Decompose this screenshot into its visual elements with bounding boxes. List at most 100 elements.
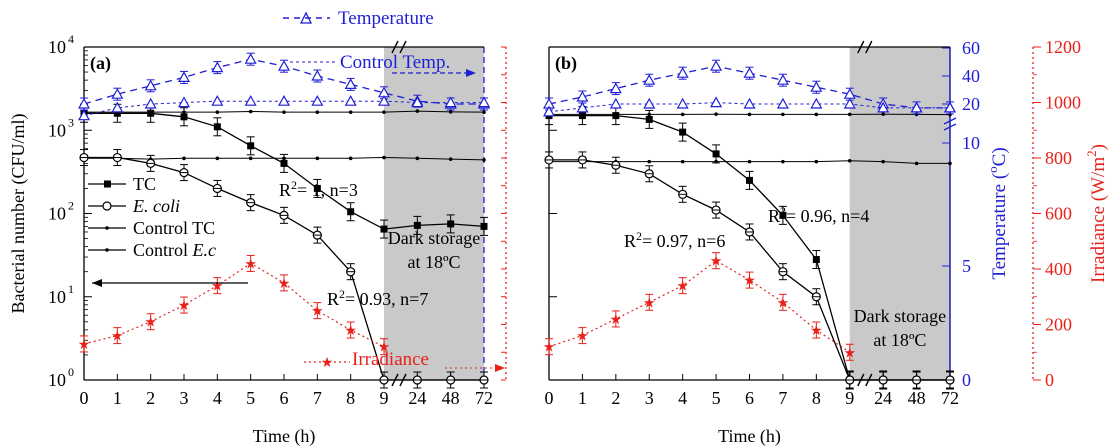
control-temp-point <box>843 97 856 109</box>
control-temp-point <box>710 96 723 108</box>
tc-point <box>380 225 388 233</box>
x-tick-label: 9 <box>380 388 389 408</box>
control-tc-point <box>714 112 718 116</box>
control-temp-point <box>743 97 756 109</box>
tc-point <box>480 222 488 230</box>
temperature-point <box>144 79 157 91</box>
control-ec-point <box>847 158 852 163</box>
control-tc-point <box>282 110 286 114</box>
irradiance-point: ★ <box>576 330 589 345</box>
control-ec-point <box>348 156 353 161</box>
temperature-point <box>344 78 357 89</box>
temperature-point <box>710 59 723 71</box>
temperature-axis-label: Temperature (oC) <box>985 147 1010 279</box>
control-tc-point <box>814 112 819 117</box>
control-ec-point <box>182 156 186 161</box>
control-ec-point <box>382 155 386 160</box>
control-ec-point <box>948 161 952 166</box>
control-temp-point <box>377 94 391 106</box>
irradiance-point: ★ <box>777 296 790 311</box>
top-legend: Temperature <box>283 8 434 29</box>
control-temp-point <box>144 97 157 109</box>
control-temp-point <box>542 105 556 117</box>
control-temp-point <box>910 101 923 113</box>
irradiance-point: ★ <box>211 280 224 295</box>
irradiance-point: ★ <box>178 299 191 314</box>
x-tick-label: 2 <box>611 388 620 408</box>
irradiance-tick-label: 0 <box>1045 370 1054 390</box>
temperature-legend-label: Temperature <box>338 8 434 29</box>
control-temp-point <box>609 97 622 109</box>
dark-storage-label: at 18ºC <box>407 252 460 272</box>
panel-b: 0 1 2 3 4 5 6 7 8 9 24 48 72 Time (h) 0 5 10 20 40 60 Temper… <box>543 37 1109 447</box>
temperature-point <box>643 73 656 85</box>
irradiance-point: ★ <box>743 274 756 289</box>
control-temp-point <box>444 96 457 108</box>
x-tick-label: 4 <box>213 388 222 408</box>
legend-label: Control E.c <box>133 240 216 260</box>
y-axis-label: Bacterial number (CFU/ml) <box>8 114 29 314</box>
control-ec-point <box>415 156 420 161</box>
temperature-point <box>576 90 589 102</box>
irradiance-line <box>83 262 385 348</box>
y-tick-label: 10 <box>48 204 66 224</box>
control-tc-point <box>680 112 685 117</box>
control-ec-point <box>914 161 919 166</box>
irradiance-point: ★ <box>244 257 257 272</box>
irradiance-point: ★ <box>810 324 823 339</box>
x-tick-label: 6 <box>745 388 754 408</box>
tc-point <box>645 115 653 123</box>
temp-tick-label: 60 <box>962 38 980 58</box>
tc-point <box>113 109 121 117</box>
irradiance-line <box>548 259 851 353</box>
control-tc-point <box>215 110 220 114</box>
irradiance-legend-star: ★ <box>321 356 334 371</box>
triangle-icon <box>299 11 313 24</box>
x-axis-label: Time (h) <box>718 426 781 447</box>
control-ec-point <box>215 156 220 161</box>
x-tick-label: 4 <box>678 388 687 408</box>
temperature-point <box>77 97 91 109</box>
control-temp-point <box>776 97 789 109</box>
control-tc-point <box>315 110 320 114</box>
x-tick-label: 7 <box>313 388 322 408</box>
tc-point <box>447 220 455 228</box>
control-ec-point <box>482 158 486 162</box>
tc-point <box>347 208 355 216</box>
panel-label: (a) <box>90 53 111 74</box>
temp-tick-label: 40 <box>962 66 980 86</box>
irradiance-arrow-head <box>495 364 505 372</box>
r2-annotation-tc: R2= 1, n=3 <box>279 178 358 200</box>
y-tick-label: 10 <box>48 370 66 390</box>
temp-tick-label: 5 <box>962 256 971 276</box>
y-tick-exponent: 1 <box>68 282 74 296</box>
x-tick-label: 3 <box>180 388 189 408</box>
control-tc-point <box>348 110 353 114</box>
tc-point <box>413 221 421 229</box>
tc-point <box>213 123 221 131</box>
temperature-point <box>277 59 291 71</box>
irradiance-point: ★ <box>111 330 124 345</box>
tc-point <box>280 159 288 167</box>
irradiance-point: ★ <box>278 277 291 292</box>
tc-point <box>313 184 321 192</box>
irradiance-tick-label: 400 <box>1045 259 1072 279</box>
x-tick-label: 8 <box>812 388 821 408</box>
irradiance-point: ★ <box>710 255 723 270</box>
irradiance-tick-label: 1200 <box>1045 37 1081 57</box>
control-temp-point <box>943 101 957 113</box>
tc-point <box>812 256 820 264</box>
dark-storage-label: Dark storage <box>854 306 946 326</box>
control-temp-point <box>211 94 224 106</box>
tc-point <box>712 150 720 158</box>
legend-dot-marker <box>105 226 109 230</box>
irradiance-point: ★ <box>676 280 689 295</box>
control-ec-point <box>647 159 652 164</box>
x-tick-label: 2 <box>146 388 155 408</box>
legend-circle-marker <box>102 201 112 211</box>
control-temp-point <box>576 101 589 113</box>
tc-point <box>247 142 255 150</box>
x-tick-label: 8 <box>346 388 355 408</box>
